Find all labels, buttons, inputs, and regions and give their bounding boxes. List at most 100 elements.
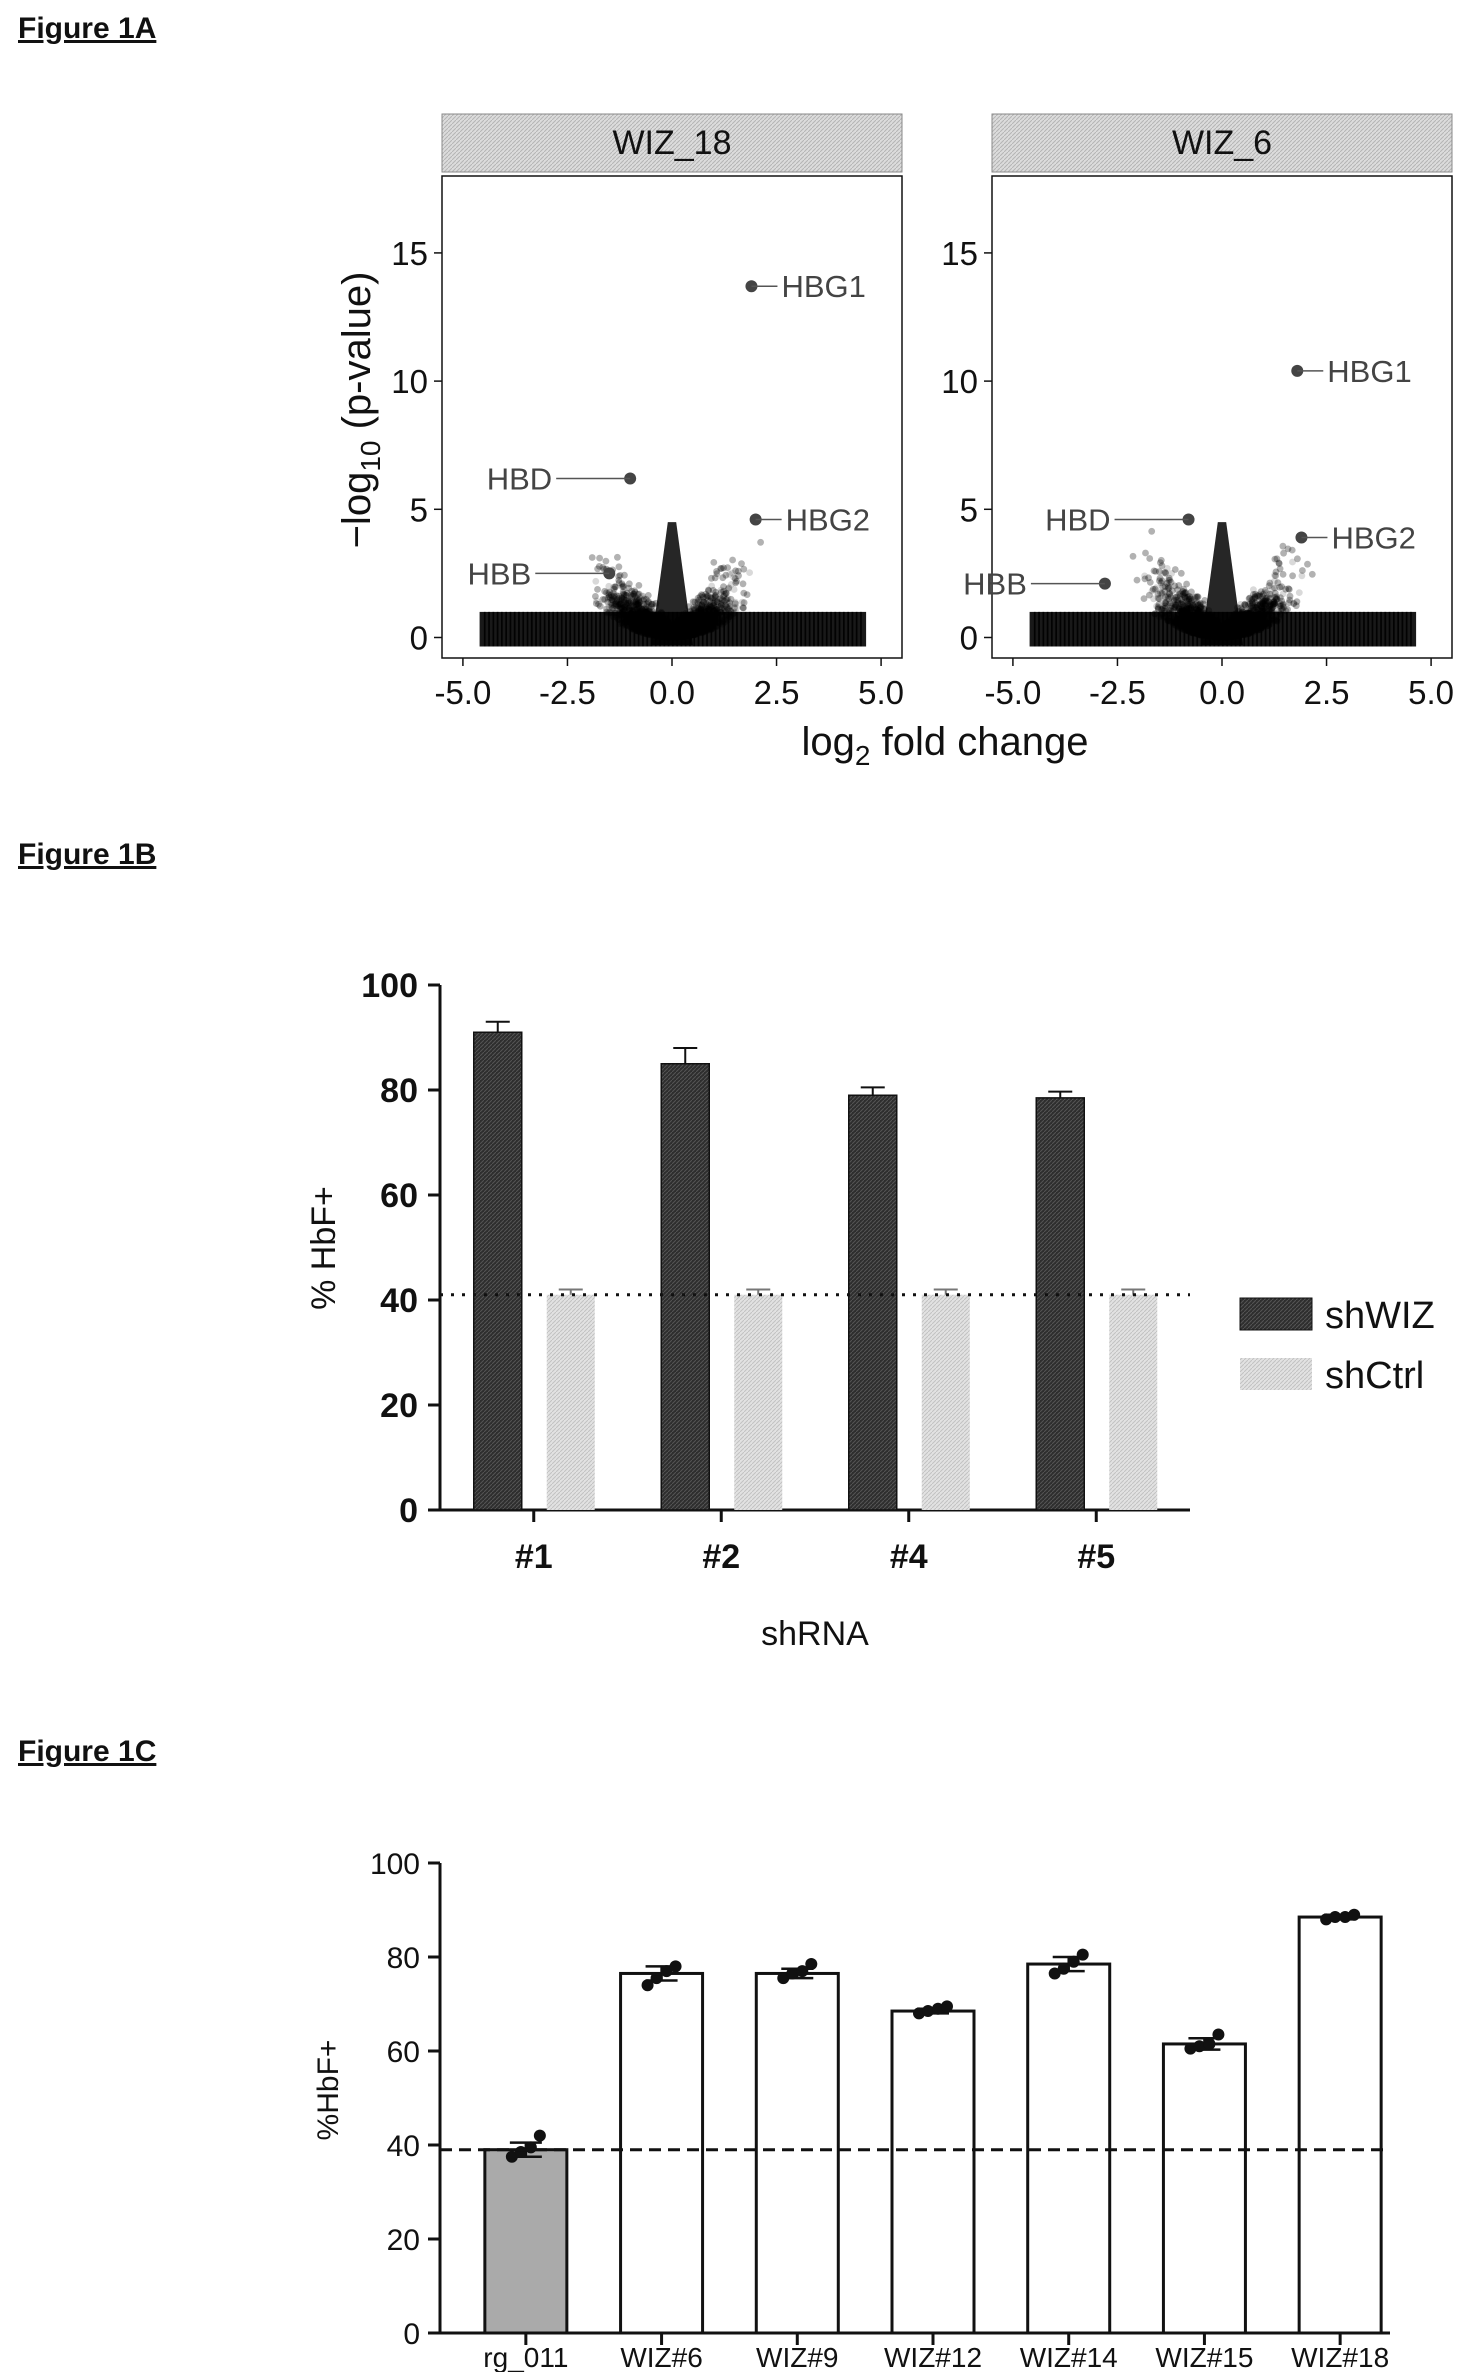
data-point xyxy=(1320,1913,1333,1926)
y-tick-label: 20 xyxy=(380,1387,418,1425)
y-tick-label: 5 xyxy=(960,491,978,528)
x-tick-label: 5.0 xyxy=(1408,674,1454,711)
figure-1a-label: Figure 1A xyxy=(18,12,157,45)
data-point xyxy=(1184,2042,1197,2055)
y-tick-label: 40 xyxy=(387,2130,420,2163)
y-tick-label: 15 xyxy=(391,235,428,272)
y-tick-label: 0 xyxy=(403,2318,420,2351)
data-point xyxy=(777,1972,790,1985)
bar xyxy=(546,1294,595,1510)
data-point xyxy=(805,1958,818,1971)
y-tick-label: 80 xyxy=(387,1942,420,1975)
bar xyxy=(1297,1915,1383,2335)
gene-label: HBG1 xyxy=(1327,354,1411,389)
bar xyxy=(1035,1097,1085,1511)
y-tick-label: 20 xyxy=(387,2224,420,2257)
gene-label: HBG2 xyxy=(1331,521,1415,556)
data-point xyxy=(1203,2037,1216,2050)
y-tick-label: 10 xyxy=(391,363,428,400)
data-point xyxy=(941,2000,953,2013)
y-axis-title: % HbF+ xyxy=(305,1186,343,1310)
legend-swatch xyxy=(1239,1297,1313,1331)
x-tick-label: #2 xyxy=(702,1538,740,1576)
data-point xyxy=(913,2007,925,2020)
panel-title: WIZ_18 xyxy=(612,124,731,162)
volcano-plots: WIZ_18 HBG1 HBD HBG2 HBB -5.0 -2.5 0.0 2.5 5.0 0 5 1… xyxy=(335,113,1454,771)
x-tick-label: WIZ#12 xyxy=(884,2342,982,2372)
x-tick-label: #5 xyxy=(1077,1538,1115,1576)
y-tick-label: 100 xyxy=(361,967,418,1005)
data-point xyxy=(641,1979,654,1992)
bar xyxy=(1109,1294,1158,1510)
data-point xyxy=(533,2129,546,2142)
panel-strip xyxy=(441,113,903,173)
bar xyxy=(660,1063,710,1511)
bar xyxy=(754,1971,840,2335)
gene-label: HBG2 xyxy=(786,503,870,538)
data-point xyxy=(669,1960,682,1973)
bar xyxy=(734,1294,783,1510)
figure-1b-label: Figure 1B xyxy=(18,838,157,871)
data-point xyxy=(1339,1911,1352,1924)
panel-title: WIZ_6 xyxy=(1172,124,1272,162)
gene-label: HBB xyxy=(963,567,1027,602)
x-tick-label: #4 xyxy=(890,1538,928,1576)
x-tick-label: 5.0 xyxy=(858,674,904,711)
y-tick-label: 10 xyxy=(941,363,978,400)
x-tick-label: WIZ#15 xyxy=(1155,2342,1253,2372)
gene-label: HBD xyxy=(487,462,552,497)
data-point xyxy=(650,1972,663,1985)
data-point xyxy=(1067,1955,1080,1968)
x-tick-label: -2.5 xyxy=(539,674,596,711)
bar xyxy=(848,1094,898,1511)
y-tick-label: 5 xyxy=(410,491,428,528)
x-tick-label: WIZ#6 xyxy=(620,2342,702,2372)
panel-strip xyxy=(991,113,1453,173)
y-tick-label: 40 xyxy=(380,1282,418,1320)
x-tick-label: -2.5 xyxy=(1089,674,1146,711)
x-tick-label: 0.0 xyxy=(1199,674,1245,711)
x-tick-label: #1 xyxy=(515,1538,553,1576)
x-tick-label: 0.0 xyxy=(649,674,695,711)
y-tick-label: 100 xyxy=(370,1848,420,1881)
y-tick-label: 80 xyxy=(380,1072,418,1110)
x-tick-label: -5.0 xyxy=(984,674,1041,711)
data-point xyxy=(1057,1962,1070,1975)
gene-label: HBG1 xyxy=(781,269,865,304)
data-point xyxy=(1048,1967,1061,1980)
gene-label: HBB xyxy=(468,556,532,591)
data-point xyxy=(1193,2040,1206,2053)
bar xyxy=(890,2009,976,2335)
data-point xyxy=(1329,1911,1342,1924)
shrna-bar-chart: 0 20 40 60 80 100 #1 #2 #4 #5 shRNA % HbF+ shWIZ shCt… xyxy=(305,967,1435,1653)
data-point xyxy=(1212,2028,1225,2041)
bar xyxy=(483,2148,569,2335)
y-tick-label: 0 xyxy=(960,619,978,656)
data-point xyxy=(922,2005,934,2018)
x-tick-label: 2.5 xyxy=(754,674,800,711)
bar xyxy=(473,1031,523,1511)
y-axis-title: %HbF+ xyxy=(312,2040,345,2141)
data-point xyxy=(1076,1948,1089,1961)
data-point xyxy=(524,2141,537,2154)
point-cloud xyxy=(1029,522,1417,647)
x-tick-label: WIZ#18 xyxy=(1291,2342,1389,2372)
data-point xyxy=(1348,1908,1361,1921)
bar xyxy=(1161,2042,1247,2335)
x-axis-title: shRNA xyxy=(761,1615,869,1653)
y-tick-label: 0 xyxy=(399,1492,418,1530)
x-tick-label: 2.5 xyxy=(1304,674,1350,711)
data-point xyxy=(796,1965,809,1978)
bar xyxy=(921,1294,970,1510)
x-axis-title: log2 fold change xyxy=(802,720,1089,771)
x-tick-label: -5.0 xyxy=(434,674,491,711)
point-cloud xyxy=(479,522,867,647)
legend-swatch xyxy=(1240,1358,1312,1390)
legend-label: shCtrl xyxy=(1325,1355,1424,1397)
data-point xyxy=(505,2150,518,2163)
x-tick-label: rg_011 xyxy=(483,2342,568,2372)
y-axis-title: −log10 (p-value) xyxy=(335,272,386,549)
gene-label: HBD xyxy=(1045,503,1110,538)
data-point xyxy=(660,1965,673,1978)
